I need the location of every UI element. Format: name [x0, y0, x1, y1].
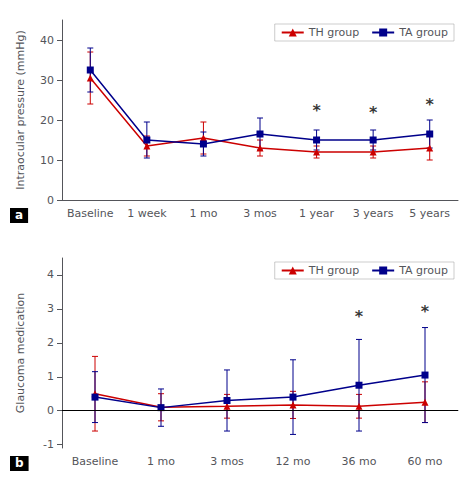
svg-text:10: 10: [40, 154, 54, 167]
svg-text:TA group: TA group: [398, 26, 448, 39]
svg-text:1 year: 1 year: [299, 207, 335, 220]
svg-text:TH group: TH group: [308, 264, 359, 277]
svg-text:40: 40: [40, 34, 54, 47]
svg-text:a: a: [15, 208, 23, 222]
svg-text:*: *: [312, 101, 321, 120]
svg-text:60 mo: 60 mo: [408, 455, 443, 468]
svg-text:TA group: TA group: [398, 264, 448, 277]
svg-text:30: 30: [40, 74, 54, 87]
svg-text:2: 2: [47, 336, 54, 349]
svg-text:0: 0: [47, 404, 54, 417]
svg-text:Glaucoma medication: Glaucoma medication: [14, 293, 27, 413]
svg-text:5 years: 5 years: [409, 207, 450, 220]
svg-text:Baseline: Baseline: [72, 455, 119, 468]
svg-text:Intraocular pressure (mmHg): Intraocular pressure (mmHg): [14, 30, 27, 190]
svg-text:36 mo: 36 mo: [342, 455, 377, 468]
svg-text:12 mo: 12 mo: [276, 455, 311, 468]
svg-text:1: 1: [47, 370, 54, 383]
svg-text:TH group: TH group: [308, 26, 359, 39]
svg-text:*: *: [355, 307, 364, 326]
svg-text:3: 3: [47, 302, 54, 315]
svg-text:0: 0: [47, 194, 54, 207]
svg-text:b: b: [15, 456, 24, 470]
svg-text:4: 4: [47, 268, 54, 281]
svg-text:3 mos: 3 mos: [243, 207, 277, 220]
svg-text:*: *: [369, 103, 378, 122]
svg-text:*: *: [426, 95, 435, 114]
svg-text:20: 20: [40, 114, 54, 127]
svg-text:3 mos: 3 mos: [210, 455, 244, 468]
svg-text:1 week: 1 week: [127, 207, 167, 220]
svg-text:*: *: [421, 302, 430, 321]
svg-text:-1: -1: [43, 438, 54, 451]
svg-text:3 years: 3 years: [353, 207, 394, 220]
svg-text:1 mo: 1 mo: [147, 455, 175, 468]
svg-text:Baseline: Baseline: [67, 207, 114, 220]
svg-text:1 mo: 1 mo: [189, 207, 217, 220]
